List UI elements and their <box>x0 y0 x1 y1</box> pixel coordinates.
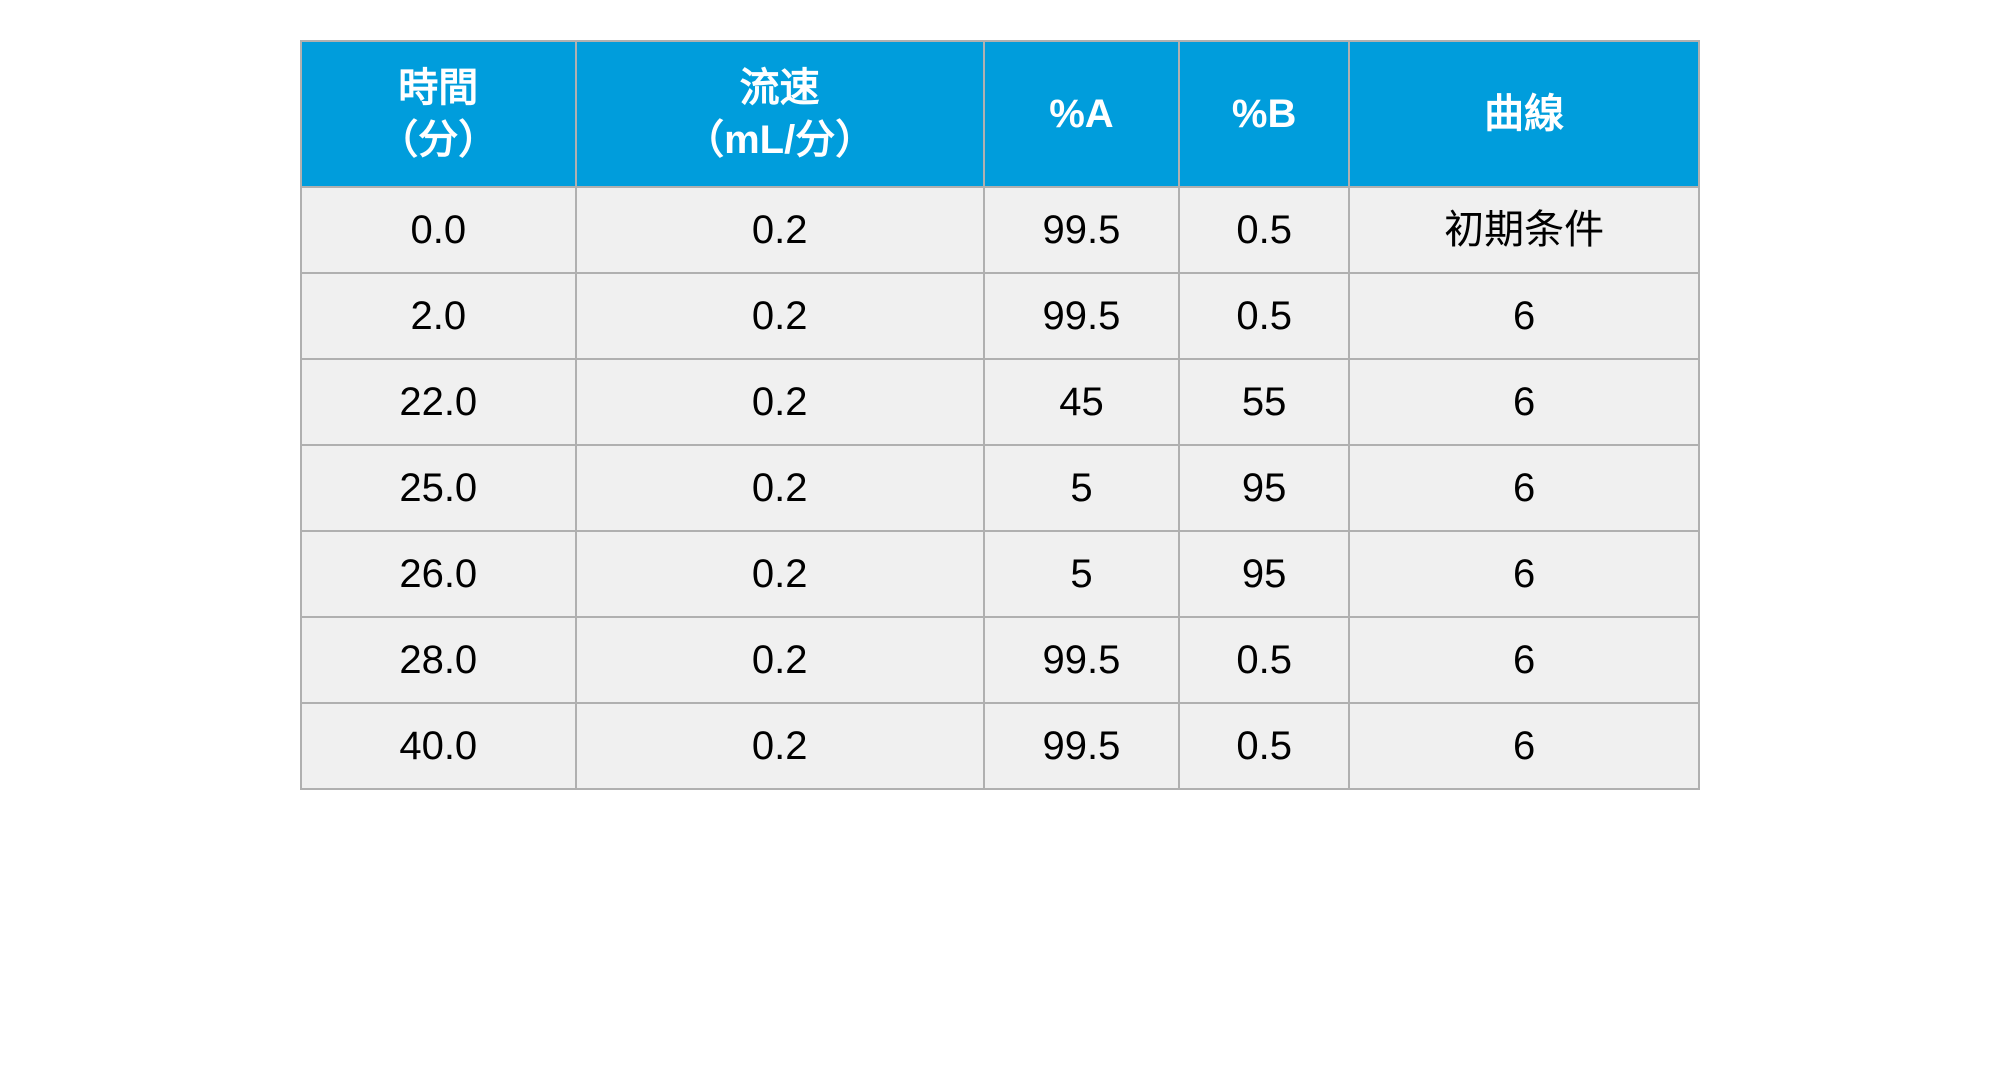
cell-a: 99.5 <box>984 187 1179 273</box>
cell-time: 40.0 <box>301 703 576 789</box>
table-row: 0.0 0.2 99.5 0.5 初期条件 <box>301 187 1699 273</box>
col-time: 時間 （分） <box>301 41 576 187</box>
table-row: 2.0 0.2 99.5 0.5 6 <box>301 273 1699 359</box>
cell-a: 5 <box>984 531 1179 617</box>
col-flowrate-line1: 流速 <box>740 66 820 110</box>
cell-b: 0.5 <box>1179 273 1349 359</box>
col-b-label: %B <box>1232 92 1296 136</box>
cell-b: 0.5 <box>1179 187 1349 273</box>
cell-flowrate: 0.2 <box>576 703 984 789</box>
table-header: 時間 （分） 流速 （mL/分） %A %B 曲線 <box>301 41 1699 187</box>
cell-time: 22.0 <box>301 359 576 445</box>
cell-b: 95 <box>1179 531 1349 617</box>
cell-curve: 初期条件 <box>1349 187 1699 273</box>
cell-curve: 6 <box>1349 617 1699 703</box>
cell-time: 26.0 <box>301 531 576 617</box>
cell-a: 99.5 <box>984 617 1179 703</box>
cell-curve: 6 <box>1349 359 1699 445</box>
col-a-label: %A <box>1049 92 1113 136</box>
table-row: 28.0 0.2 99.5 0.5 6 <box>301 617 1699 703</box>
cell-curve: 6 <box>1349 531 1699 617</box>
cell-b: 0.5 <box>1179 703 1349 789</box>
cell-time: 0.0 <box>301 187 576 273</box>
table-row: 40.0 0.2 99.5 0.5 6 <box>301 703 1699 789</box>
cell-b: 55 <box>1179 359 1349 445</box>
cell-curve: 6 <box>1349 273 1699 359</box>
col-curve-label: 曲線 <box>1484 92 1564 136</box>
cell-a: 99.5 <box>984 703 1179 789</box>
cell-a: 45 <box>984 359 1179 445</box>
cell-flowrate: 0.2 <box>576 531 984 617</box>
cell-flowrate: 0.2 <box>576 617 984 703</box>
col-flowrate: 流速 （mL/分） <box>576 41 984 187</box>
col-time-line2: （分） <box>378 118 498 162</box>
col-b: %B <box>1179 41 1349 187</box>
cell-a: 5 <box>984 445 1179 531</box>
table-row: 25.0 0.2 5 95 6 <box>301 445 1699 531</box>
col-time-line1: 時間 <box>398 66 478 110</box>
cell-flowrate: 0.2 <box>576 187 984 273</box>
table-header-row: 時間 （分） 流速 （mL/分） %A %B 曲線 <box>301 41 1699 187</box>
col-flowrate-line2: （mL/分） <box>684 118 875 162</box>
col-curve: 曲線 <box>1349 41 1699 187</box>
cell-a: 99.5 <box>984 273 1179 359</box>
cell-flowrate: 0.2 <box>576 445 984 531</box>
cell-time: 25.0 <box>301 445 576 531</box>
cell-curve: 6 <box>1349 445 1699 531</box>
cell-flowrate: 0.2 <box>576 273 984 359</box>
cell-time: 28.0 <box>301 617 576 703</box>
table-row: 22.0 0.2 45 55 6 <box>301 359 1699 445</box>
table-row: 26.0 0.2 5 95 6 <box>301 531 1699 617</box>
col-a: %A <box>984 41 1179 187</box>
cell-b: 0.5 <box>1179 617 1349 703</box>
cell-time: 2.0 <box>301 273 576 359</box>
cell-curve: 6 <box>1349 703 1699 789</box>
cell-flowrate: 0.2 <box>576 359 984 445</box>
gradient-table: 時間 （分） 流速 （mL/分） %A %B 曲線 0.0 0.2 99.5 0… <box>300 40 1700 790</box>
table-body: 0.0 0.2 99.5 0.5 初期条件 2.0 0.2 99.5 0.5 6… <box>301 187 1699 789</box>
cell-b: 95 <box>1179 445 1349 531</box>
